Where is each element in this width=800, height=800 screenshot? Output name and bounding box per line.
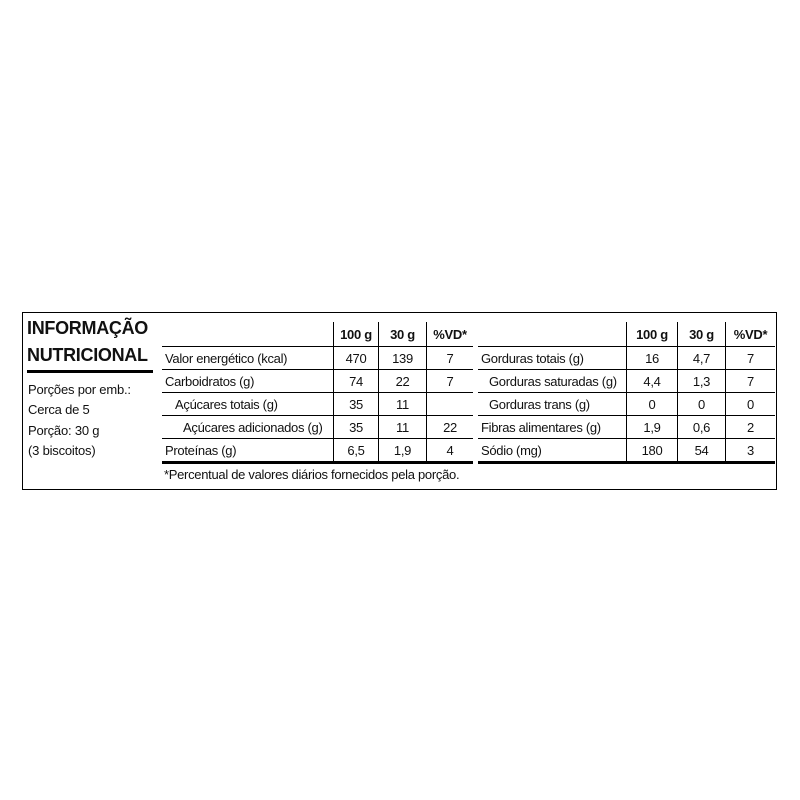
nutrient-name: Gorduras trans (g) [478, 392, 627, 416]
nutrient-name: Valor energético (kcal) [162, 346, 334, 370]
value-cell: 0,6 [677, 415, 726, 439]
value-cell: 16 [626, 346, 678, 370]
nutrition-table: 100 g 30 g %VD* Gorduras totais (g) 16 4,7 7 Go… [478, 322, 775, 464]
divider [27, 370, 153, 373]
nutrient-name: Fibras alimentares (g) [478, 415, 627, 439]
nutrient-name: Gorduras saturadas (g) [478, 369, 627, 393]
value-cell: 1,9 [378, 438, 427, 464]
value-cell: 11 [378, 415, 427, 439]
header-cell: 100 g [626, 322, 678, 347]
value-cell: 22 [378, 369, 427, 393]
nutrient-name: Açúcares totais (g) [162, 392, 334, 416]
value-cell: 4,4 [626, 369, 678, 393]
value-cell: 1,3 [677, 369, 726, 393]
serving-text: Porções por emb.: [28, 382, 131, 397]
label-box [22, 312, 777, 490]
nutrient-row: Gorduras saturadas (g) 4,4 1,3 7 [478, 369, 775, 393]
value-cell: 4,7 [677, 346, 726, 370]
header-cell: 30 g [677, 322, 726, 347]
value-cell: 7 [725, 369, 775, 393]
header-cell: %VD* [426, 322, 473, 347]
nutrient-row: Valor energético (kcal) 470 139 7 [162, 346, 473, 370]
serving-text: Porção: 30 g [28, 423, 100, 438]
value-cell: 0 [725, 392, 775, 416]
nutrient-row: Sódio (mg) 180 54 3 [478, 438, 775, 464]
value-cell: 3 [725, 438, 775, 464]
title: INFORMAÇÃO [27, 318, 148, 338]
nutrient-name: Carboidratos (g) [162, 369, 334, 393]
nutrient-row: Carboidratos (g) 74 22 7 [162, 369, 473, 393]
value-cell: 6,5 [333, 438, 379, 464]
nutrient-row: Proteínas (g) 6,5 1,9 4 [162, 438, 473, 464]
value-cell: 35 [333, 392, 379, 416]
value-cell: 7 [725, 346, 775, 370]
value-cell: 470 [333, 346, 379, 370]
value-cell: 7 [426, 346, 473, 370]
value-cell: 11 [378, 392, 427, 416]
value-cell [426, 392, 473, 416]
title: NUTRICIONAL [27, 345, 148, 365]
value-cell: 0 [626, 392, 678, 416]
value-cell: 74 [333, 369, 379, 393]
value-cell: 7 [426, 369, 473, 393]
header-row: 100 g 30 g %VD* [478, 322, 775, 347]
header-cell: 100 g [333, 322, 379, 347]
serving-text: Cerca de 5 [28, 402, 90, 417]
nutrition-table: 100 g 30 g %VD* Valor energético (kcal) 470 1… [162, 322, 473, 464]
nutrient-row: Gorduras trans (g) 0 0 0 [478, 392, 775, 416]
serving-text: (3 biscoitos) [28, 443, 96, 458]
footnote: *Percentual de valores diários fornecido… [164, 467, 460, 482]
value-cell: 22 [426, 415, 473, 439]
header-cell: %VD* [725, 322, 775, 347]
header-cell: 30 g [378, 322, 427, 347]
value-cell: 54 [677, 438, 726, 464]
value-cell: 35 [333, 415, 379, 439]
nutrient-name: Açúcares adicionados (g) [162, 415, 334, 439]
value-cell: 0 [677, 392, 726, 416]
value-cell: 139 [378, 346, 427, 370]
value-cell: 2 [725, 415, 775, 439]
nutrient-name: Gorduras totais (g) [478, 346, 627, 370]
nutrient-row: Açúcares adicionados (g) 35 11 22 [162, 415, 473, 439]
value-cell: 4 [426, 438, 473, 464]
header-cell [478, 322, 627, 347]
value-cell: 180 [626, 438, 678, 464]
nutrient-row: Fibras alimentares (g) 1,9 0,6 2 [478, 415, 775, 439]
value-cell: 1,9 [626, 415, 678, 439]
nutrient-row: Açúcares totais (g) 35 11 [162, 392, 473, 416]
nutrient-name: Sódio (mg) [478, 438, 627, 464]
nutrient-row: Gorduras totais (g) 16 4,7 7 [478, 346, 775, 370]
header-row: 100 g 30 g %VD* [162, 322, 473, 347]
header-cell [162, 322, 334, 347]
nutrient-name: Proteínas (g) [162, 438, 334, 464]
